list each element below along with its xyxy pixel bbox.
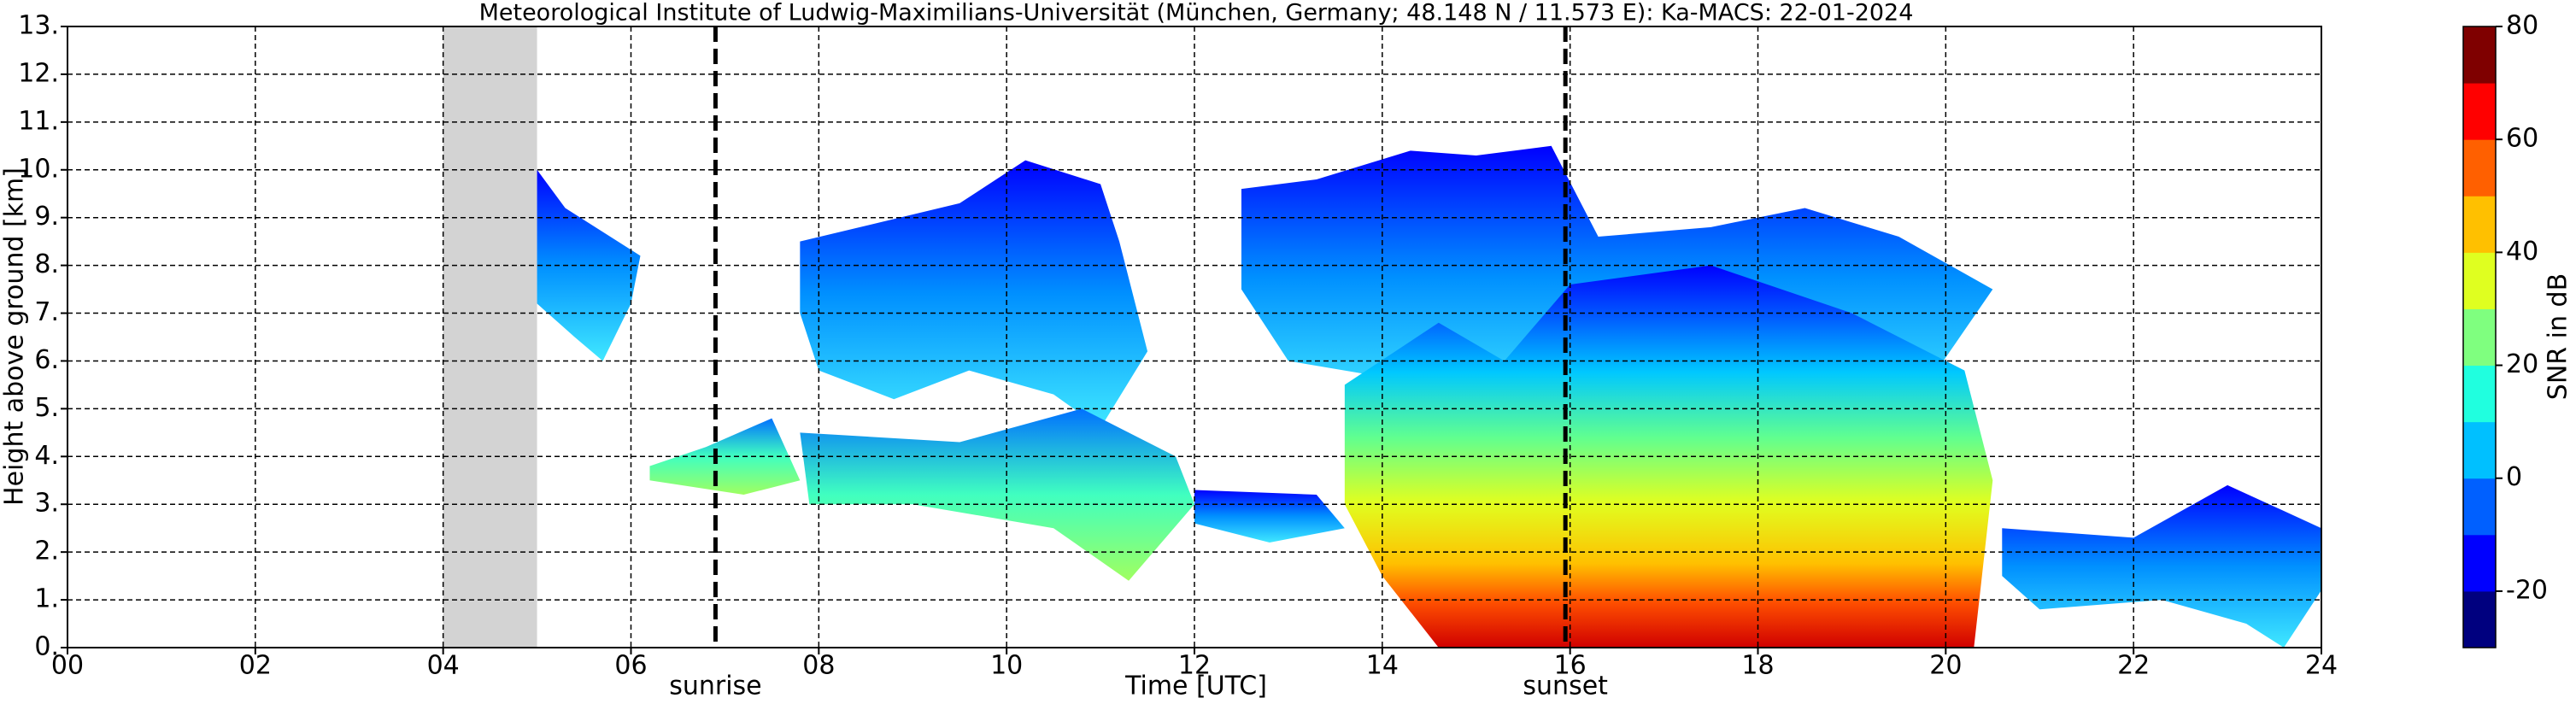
colorbar-segment bbox=[2463, 308, 2496, 367]
colorbar-segment bbox=[2463, 83, 2496, 140]
x-tick-label: 02 bbox=[239, 651, 272, 681]
radar-echo bbox=[649, 418, 801, 496]
x-tick-label: 06 bbox=[614, 651, 647, 681]
colorbar-segment bbox=[2463, 590, 2496, 648]
colorbar-segment bbox=[2463, 26, 2496, 84]
x-tick-label: 22 bbox=[2117, 651, 2150, 681]
y-tick-label: 11. bbox=[18, 106, 59, 136]
missing-data-band bbox=[443, 26, 537, 648]
x-tick-label: 08 bbox=[802, 651, 835, 681]
colorbar-segment bbox=[2463, 139, 2496, 197]
annotation-label: sunset bbox=[1523, 672, 1608, 701]
colorbar-segment bbox=[2463, 252, 2496, 309]
y-tick-label: 4. bbox=[34, 441, 59, 471]
colorbar-segment bbox=[2463, 196, 2496, 253]
x-tick-label: 10 bbox=[990, 651, 1023, 681]
x-tick-label: 14 bbox=[1366, 651, 1399, 681]
y-tick-label: 0. bbox=[34, 632, 59, 662]
x-tick-label: 00 bbox=[51, 651, 84, 681]
colorbar-segment bbox=[2463, 478, 2496, 536]
colorbar-tick-label: -20 bbox=[2506, 575, 2548, 605]
y-tick-label: 8. bbox=[34, 249, 59, 279]
x-tick-label: 16 bbox=[1554, 651, 1587, 681]
chart-title: Meteorological Institute of Ludwig-Maxim… bbox=[479, 0, 1914, 26]
y-tick-label: 5. bbox=[34, 393, 59, 423]
colorbar-tick-label: 60 bbox=[2506, 124, 2538, 154]
y-tick-label: 9. bbox=[34, 202, 59, 232]
colorbar-tick-label: 80 bbox=[2506, 11, 2538, 41]
radar-echo bbox=[1194, 490, 1345, 543]
y-tick-label: 10. bbox=[18, 154, 59, 184]
colorbar-frame bbox=[2462, 26, 2497, 648]
radar-echo bbox=[800, 408, 1194, 581]
colorbar-segment bbox=[2463, 365, 2496, 423]
y-axis-label: Height above ground [km] bbox=[0, 167, 30, 506]
x-tick-label: 24 bbox=[2305, 651, 2338, 681]
x-tick-label: 20 bbox=[1929, 651, 1962, 681]
x-tick-label: 12 bbox=[1178, 651, 1211, 681]
y-tick-label: 6. bbox=[34, 345, 59, 375]
y-tick-label: 13. bbox=[18, 11, 59, 41]
colorbar-tick-label: 0 bbox=[2506, 462, 2522, 492]
y-tick-label: 12. bbox=[18, 58, 59, 88]
x-axis-label: Time [UTC] bbox=[1124, 672, 1267, 701]
radar-echo bbox=[2002, 484, 2321, 648]
x-tick-label: 18 bbox=[1741, 651, 1774, 681]
y-tick-label: 2. bbox=[34, 537, 59, 566]
plot-frame bbox=[67, 26, 2322, 648]
y-tick-label: 3. bbox=[34, 489, 59, 519]
annotation-label: sunrise bbox=[669, 672, 761, 701]
y-tick-label: 7. bbox=[34, 297, 59, 327]
y-tick-label: 1. bbox=[34, 584, 59, 614]
colorbar-segment bbox=[2463, 534, 2496, 592]
colorbar-segment bbox=[2463, 421, 2496, 479]
radar-echo bbox=[800, 160, 1148, 428]
colorbar-label: SNR in dB bbox=[2544, 273, 2573, 400]
colorbar-tick-label: 40 bbox=[2506, 237, 2538, 267]
colorbar-tick-label: 20 bbox=[2506, 349, 2538, 379]
x-tick-label: 04 bbox=[427, 651, 460, 681]
